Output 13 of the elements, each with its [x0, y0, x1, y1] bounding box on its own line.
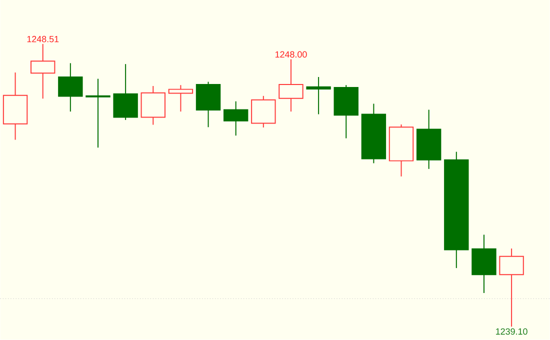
candlestick [499, 248, 524, 328]
candlestick [30, 44, 56, 100]
candlestick [58, 62, 83, 112]
candlestick [168, 84, 194, 112]
candlestick [223, 101, 248, 136]
candlestick [86, 78, 110, 148]
candlestick [278, 58, 304, 112]
candlestick [113, 64, 138, 121]
annotation: 1248.00 [275, 51, 307, 58]
annotation: 1239.10 [496, 328, 528, 335]
annotation: 1248.51 [27, 36, 59, 42]
candlestick [306, 76, 331, 115]
candlestick [251, 96, 276, 128]
